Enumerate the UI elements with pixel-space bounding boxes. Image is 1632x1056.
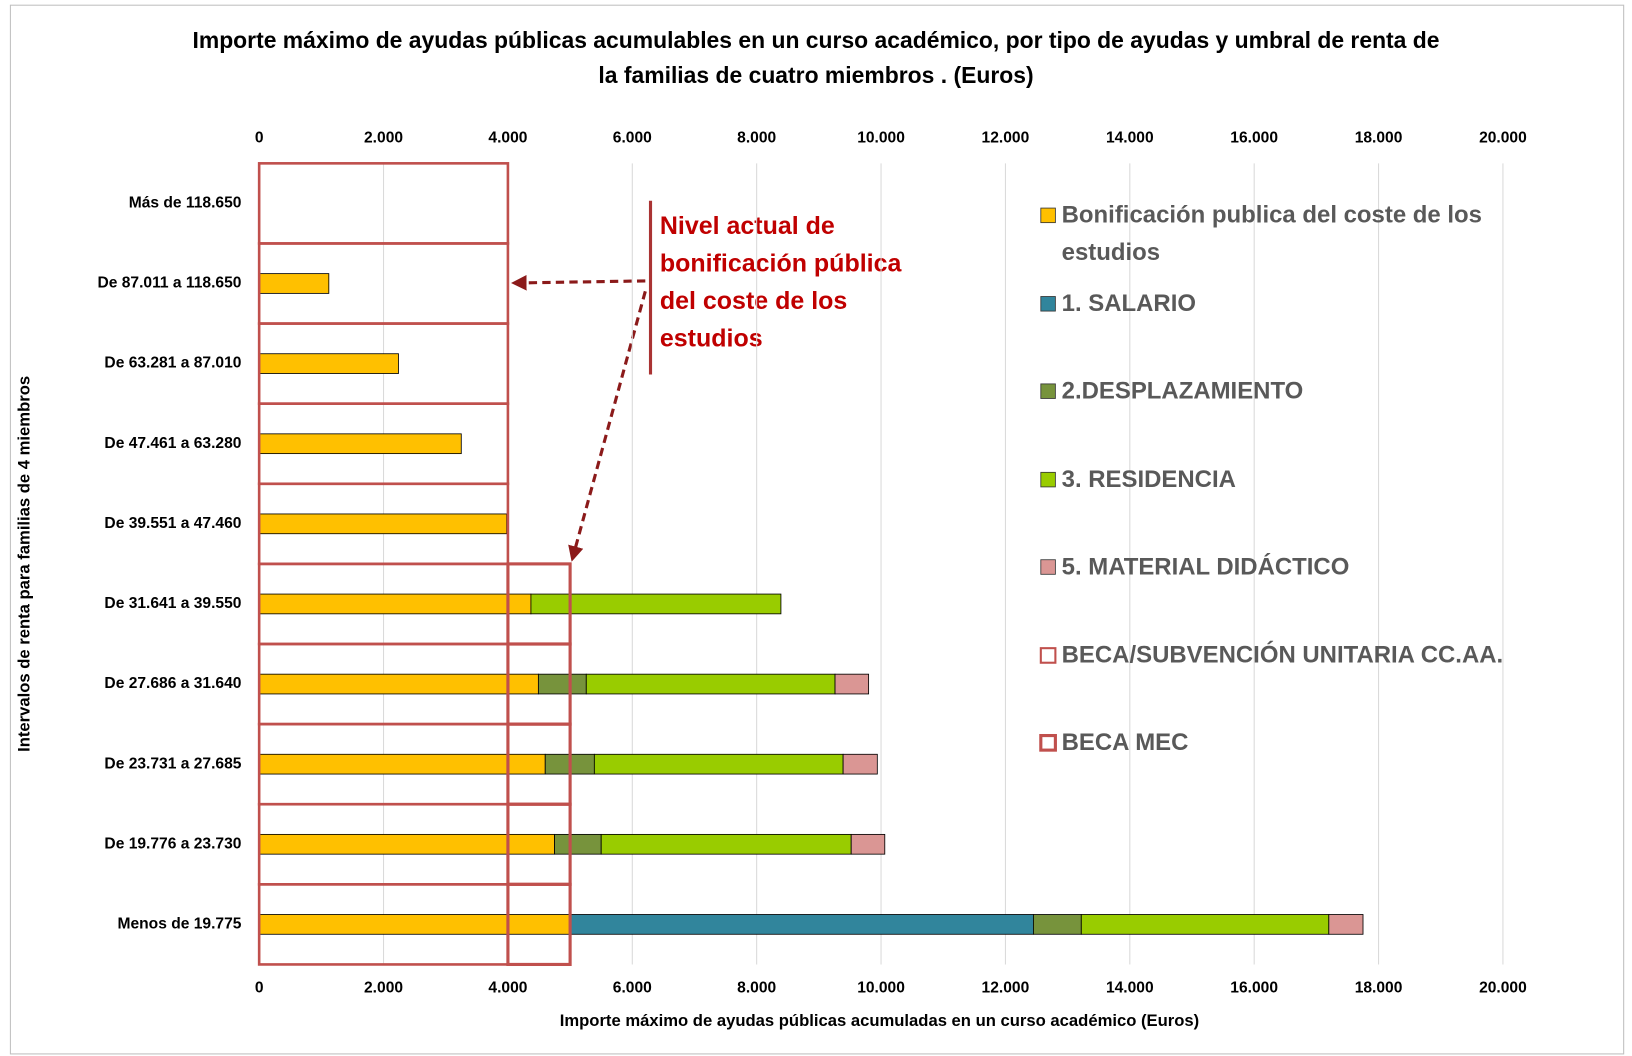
annotation-arrow (568, 290, 647, 562)
bar (258, 673, 539, 695)
x-tick-label: 6.000 (613, 129, 652, 146)
x-tick-label: 10.000 (857, 980, 905, 997)
bar (258, 513, 508, 535)
legend-marker (1040, 207, 1056, 224)
chart-title-box: Importe máximo de ayudas públicas acumul… (192, 27, 1440, 89)
bar (537, 673, 587, 695)
legend-entry: BECA MEC (1061, 728, 1189, 756)
legend-entry: 1. SALARIO (1061, 289, 1196, 317)
x-tick-label: 10.000 (857, 129, 905, 146)
annotation: Nivel actual de bonificación pública del… (659, 212, 902, 353)
legend-entry-box: 1. SALARIO (1061, 289, 1196, 317)
bar (258, 914, 571, 935)
legend-entry-box: BECA/SUBVENCIÓN UNITARIA CC.AA. (1061, 640, 1504, 668)
outline-boxes (257, 162, 572, 967)
legend-entry-box: 5. MATERIAL DIDÁCTICO (1061, 552, 1350, 580)
legend-entry-box: 3. RESIDENCIA (1061, 465, 1236, 493)
y-tick-label: De 31.641 a 39.550 (104, 595, 241, 612)
bar (1328, 914, 1364, 935)
legend-marker (1039, 733, 1057, 752)
y-tick-label: De 39.551 a 47.460 (104, 515, 241, 532)
y-tick-label: De 63.281 a 87.010 (104, 355, 241, 372)
legend-entry-box: 2.DESPLAZAMIENTO (1061, 376, 1304, 404)
x-tick-label: 18.000 (1355, 129, 1403, 146)
bar (258, 353, 399, 374)
bar (1080, 914, 1330, 935)
x-axis-title: Importe máximo de ayudas públicas acumul… (560, 1011, 1199, 1030)
y-tick-label: De 47.461 a 63.280 (104, 435, 241, 452)
x-tick-label: 20.000 (1479, 980, 1527, 997)
legend-marker (1040, 471, 1056, 488)
x-tick-label: 4.000 (488, 129, 527, 146)
x-tick-label: 2.000 (364, 980, 403, 997)
x-tick-label: 12.000 (982, 129, 1030, 146)
legend-entry: 2.DESPLAZAMIENTO (1061, 376, 1304, 404)
x-tick-label: 16.000 (1230, 980, 1278, 997)
legend-entry: 5. MATERIAL DIDÁCTICO (1061, 552, 1350, 580)
y-tick-label: Más de 118.650 (129, 195, 242, 212)
legend: Bonificación publica del coste de los es… (1039, 200, 1504, 756)
y-tick-label: Menos de 19.775 (117, 916, 241, 933)
x-tick-label: 14.000 (1106, 980, 1154, 997)
x-tick-label: 4.000 (488, 980, 527, 997)
bar (258, 833, 555, 855)
bar (569, 914, 1034, 935)
x-tick-label: 16.000 (1230, 129, 1278, 146)
y-tick-label: De 87.011 a 118.650 (97, 275, 241, 292)
legend-entry-box: BECA MEC (1061, 728, 1189, 756)
legend-entry-box: Bonificación publica del coste de los es… (1061, 200, 1482, 266)
legend-entry: Bonificación publica del coste de los es… (1061, 200, 1482, 266)
outline-bar (506, 882, 572, 967)
bar (842, 753, 878, 775)
legend-entry: BECA/SUBVENCIÓN UNITARIA CC.AA. (1061, 640, 1504, 668)
y-tick-label: De 19.776 a 23.730 (104, 835, 241, 852)
bar (600, 833, 852, 855)
x-tick-label: 20.000 (1479, 129, 1527, 146)
grid (258, 163, 1504, 965)
x-tick-label: 0 (255, 980, 264, 997)
x-tick-label: 12.000 (982, 980, 1030, 997)
y-tick-label: De 27.686 a 31.640 (104, 675, 241, 692)
legend-marker (1039, 647, 1057, 664)
bar (593, 753, 844, 775)
x-tick-label: 8.000 (737, 129, 776, 146)
bar (258, 433, 462, 455)
chart-title: Importe máximo de ayudas públicas acumul… (192, 27, 1440, 89)
x-tick-label: 14.000 (1106, 129, 1154, 146)
legend-marker (1040, 559, 1056, 575)
y-tick-label: De 23.731 a 27.685 (104, 755, 241, 772)
bar (258, 273, 330, 294)
bar (585, 673, 836, 695)
bar (258, 753, 546, 775)
x-tick-label: 2.000 (364, 129, 403, 146)
legend-marker (1040, 296, 1056, 312)
y-axis-title: Intervalos de renta para familias de 4 m… (14, 376, 33, 752)
bars (258, 273, 1364, 935)
bar (850, 833, 886, 855)
bar (258, 593, 532, 615)
bar (834, 673, 870, 695)
legend-marker (1040, 383, 1056, 399)
annotation-box: Nivel actual de bonificación pública del… (659, 212, 902, 353)
x-tick-label: 18.000 (1355, 980, 1403, 997)
bar (554, 833, 602, 855)
x-tick-label: 6.000 (613, 980, 652, 997)
bar (1032, 914, 1082, 935)
x-tick-label: 8.000 (737, 980, 776, 997)
annotation-arrow (511, 274, 646, 291)
x-tick-label: 0 (255, 129, 264, 146)
legend-entry: 3. RESIDENCIA (1061, 465, 1236, 493)
bar (530, 593, 782, 615)
